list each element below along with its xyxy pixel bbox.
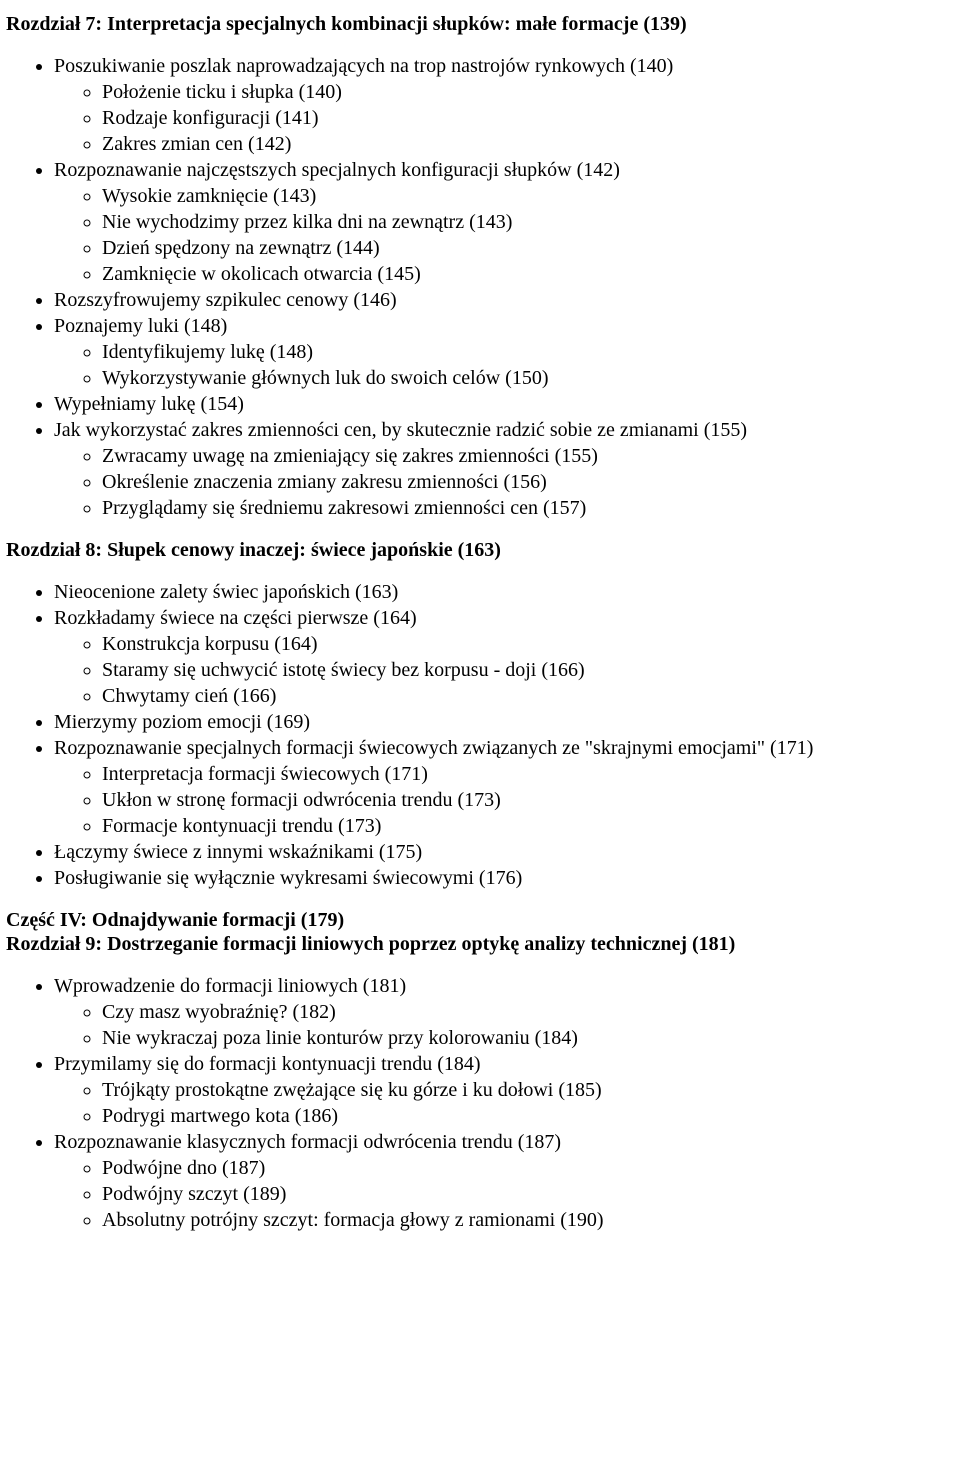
sub-bullet-list: Trójkąty prostokątne zwężające się ku gó…: [54, 1078, 960, 1128]
bullet-list: Poszukiwanie poszlak naprowadzających na…: [0, 54, 960, 520]
sub-list-item: Nie wychodzimy przez kilka dni na zewnąt…: [102, 210, 960, 234]
sub-list-item: Rodzaje konfiguracji (141): [102, 106, 960, 130]
sub-list-item: Chwytamy cień (166): [102, 684, 960, 708]
list-item: Łączymy świece z innymi wskaźnikami (175…: [54, 840, 960, 864]
list-item: Rozpoznawanie specjalnych formacji świec…: [54, 736, 960, 838]
sub-list-item: Dzień spędzony na zewnątrz (144): [102, 236, 960, 260]
sub-bullet-list: Czy masz wyobraźnię? (182)Nie wykraczaj …: [54, 1000, 960, 1050]
sub-list-item: Podwójny szczyt (189): [102, 1182, 960, 1206]
sub-list-item: Wykorzystywanie głównych luk do swoich c…: [102, 366, 960, 390]
list-item: Rozpoznawanie klasycznych formacji odwró…: [54, 1130, 960, 1232]
sub-list-item: Zwracamy uwagę na zmieniający się zakres…: [102, 444, 960, 468]
sub-list-item: Przyglądamy się średniemu zakresowi zmie…: [102, 496, 960, 520]
sub-list-item: Podrygi martwego kota (186): [102, 1104, 960, 1128]
list-item: Poszukiwanie poszlak naprowadzających na…: [54, 54, 960, 156]
sub-list-item: Zakres zmian cen (142): [102, 132, 960, 156]
list-item: Rozpoznawanie najczęstszych specjalnych …: [54, 158, 960, 286]
sub-bullet-list: Interpretacja formacji świecowych (171)U…: [54, 762, 960, 838]
list-item-text: Poznajemy luki (148): [54, 315, 227, 337]
sub-list-item: Formacje kontynuacji trendu (173): [102, 814, 960, 838]
bullet-list: Wprowadzenie do formacji liniowych (181)…: [0, 974, 960, 1232]
section-block: Rozdział 7: Interpretacja specjalnych ko…: [0, 12, 960, 520]
sub-list-item: Absolutny potrójny szczyt: formacja głow…: [102, 1208, 960, 1232]
sub-bullet-list: Podwójne dno (187)Podwójny szczyt (189)A…: [54, 1156, 960, 1232]
bullet-list: Nieocenione zalety świec japońskich (163…: [0, 580, 960, 890]
list-item-text: Rozszyfrowujemy szpikulec cenowy (146): [54, 289, 397, 311]
section-block: Rozdział 8: Słupek cenowy inaczej: świec…: [0, 538, 960, 890]
document-root: Rozdział 7: Interpretacja specjalnych ko…: [0, 12, 960, 1232]
list-item: Posługiwanie się wyłącznie wykresami świ…: [54, 866, 960, 890]
list-item-text: Rozkładamy świece na części pierwsze (16…: [54, 607, 417, 629]
heading-line: Rozdział 8: Słupek cenowy inaczej: świec…: [6, 538, 960, 562]
list-item: Rozszyfrowujemy szpikulec cenowy (146): [54, 288, 960, 312]
sub-list-item: Identyfikujemy lukę (148): [102, 340, 960, 364]
sub-list-item: Nie wykraczaj poza linie konturów przy k…: [102, 1026, 960, 1050]
sub-list-item: Ukłon w stronę formacji odwrócenia trend…: [102, 788, 960, 812]
list-item: Mierzymy poziom emocji (169): [54, 710, 960, 734]
list-item: Wprowadzenie do formacji liniowych (181)…: [54, 974, 960, 1050]
sub-bullet-list: Konstrukcja korpusu (164)Staramy się uch…: [54, 632, 960, 708]
list-item: Nieocenione zalety świec japońskich (163…: [54, 580, 960, 604]
sub-list-item: Interpretacja formacji świecowych (171): [102, 762, 960, 786]
sub-list-item: Podwójne dno (187): [102, 1156, 960, 1180]
sub-list-item: Określenie znaczenia zmiany zakresu zmie…: [102, 470, 960, 494]
sub-bullet-list: Wysokie zamknięcie (143)Nie wychodzimy p…: [54, 184, 960, 286]
list-item-text: Rozpoznawanie klasycznych formacji odwró…: [54, 1131, 561, 1153]
heading-line: Rozdział 7: Interpretacja specjalnych ko…: [6, 12, 960, 36]
sub-list-item: Konstrukcja korpusu (164): [102, 632, 960, 656]
section-heading: Część IV: Odnajdywanie formacji (179)Roz…: [6, 908, 960, 956]
sub-list-item: Położenie ticku i słupka (140): [102, 80, 960, 104]
sub-bullet-list: Położenie ticku i słupka (140)Rodzaje ko…: [54, 80, 960, 156]
list-item-text: Posługiwanie się wyłącznie wykresami świ…: [54, 867, 522, 889]
list-item-text: Wypełniamy lukę (154): [54, 393, 244, 415]
list-item-text: Przymilamy się do formacji kontynuacji t…: [54, 1053, 481, 1075]
list-item-text: Nieocenione zalety świec japońskich (163…: [54, 581, 398, 603]
sub-list-item: Zamknięcie w okolicach otwarcia (145): [102, 262, 960, 286]
list-item: Przymilamy się do formacji kontynuacji t…: [54, 1052, 960, 1128]
section-heading: Rozdział 8: Słupek cenowy inaczej: świec…: [6, 538, 960, 562]
list-item: Rozkładamy świece na części pierwsze (16…: [54, 606, 960, 708]
list-item-text: Wprowadzenie do formacji liniowych (181): [54, 975, 406, 997]
heading-line: Część IV: Odnajdywanie formacji (179): [6, 908, 960, 932]
sub-bullet-list: Identyfikujemy lukę (148)Wykorzystywanie…: [54, 340, 960, 390]
list-item-text: Jak wykorzystać zakres zmienności cen, b…: [54, 419, 747, 441]
list-item-text: Poszukiwanie poszlak naprowadzających na…: [54, 55, 673, 77]
section-heading: Rozdział 7: Interpretacja specjalnych ko…: [6, 12, 960, 36]
sub-list-item: Staramy się uchwycić istotę świecy bez k…: [102, 658, 960, 682]
sub-list-item: Trójkąty prostokątne zwężające się ku gó…: [102, 1078, 960, 1102]
sub-list-item: Wysokie zamknięcie (143): [102, 184, 960, 208]
section-block: Część IV: Odnajdywanie formacji (179)Roz…: [0, 908, 960, 1232]
heading-line: Rozdział 9: Dostrzeganie formacji liniow…: [6, 932, 960, 956]
list-item-text: Mierzymy poziom emocji (169): [54, 711, 310, 733]
sub-bullet-list: Zwracamy uwagę na zmieniający się zakres…: [54, 444, 960, 520]
sub-list-item: Czy masz wyobraźnię? (182): [102, 1000, 960, 1024]
list-item-text: Łączymy świece z innymi wskaźnikami (175…: [54, 841, 422, 863]
list-item-text: Rozpoznawanie najczęstszych specjalnych …: [54, 159, 620, 181]
list-item: Jak wykorzystać zakres zmienności cen, b…: [54, 418, 960, 520]
list-item-text: Rozpoznawanie specjalnych formacji świec…: [54, 737, 813, 759]
list-item: Poznajemy luki (148) Identyfikujemy lukę …: [54, 314, 960, 390]
list-item: Wypełniamy lukę (154): [54, 392, 960, 416]
